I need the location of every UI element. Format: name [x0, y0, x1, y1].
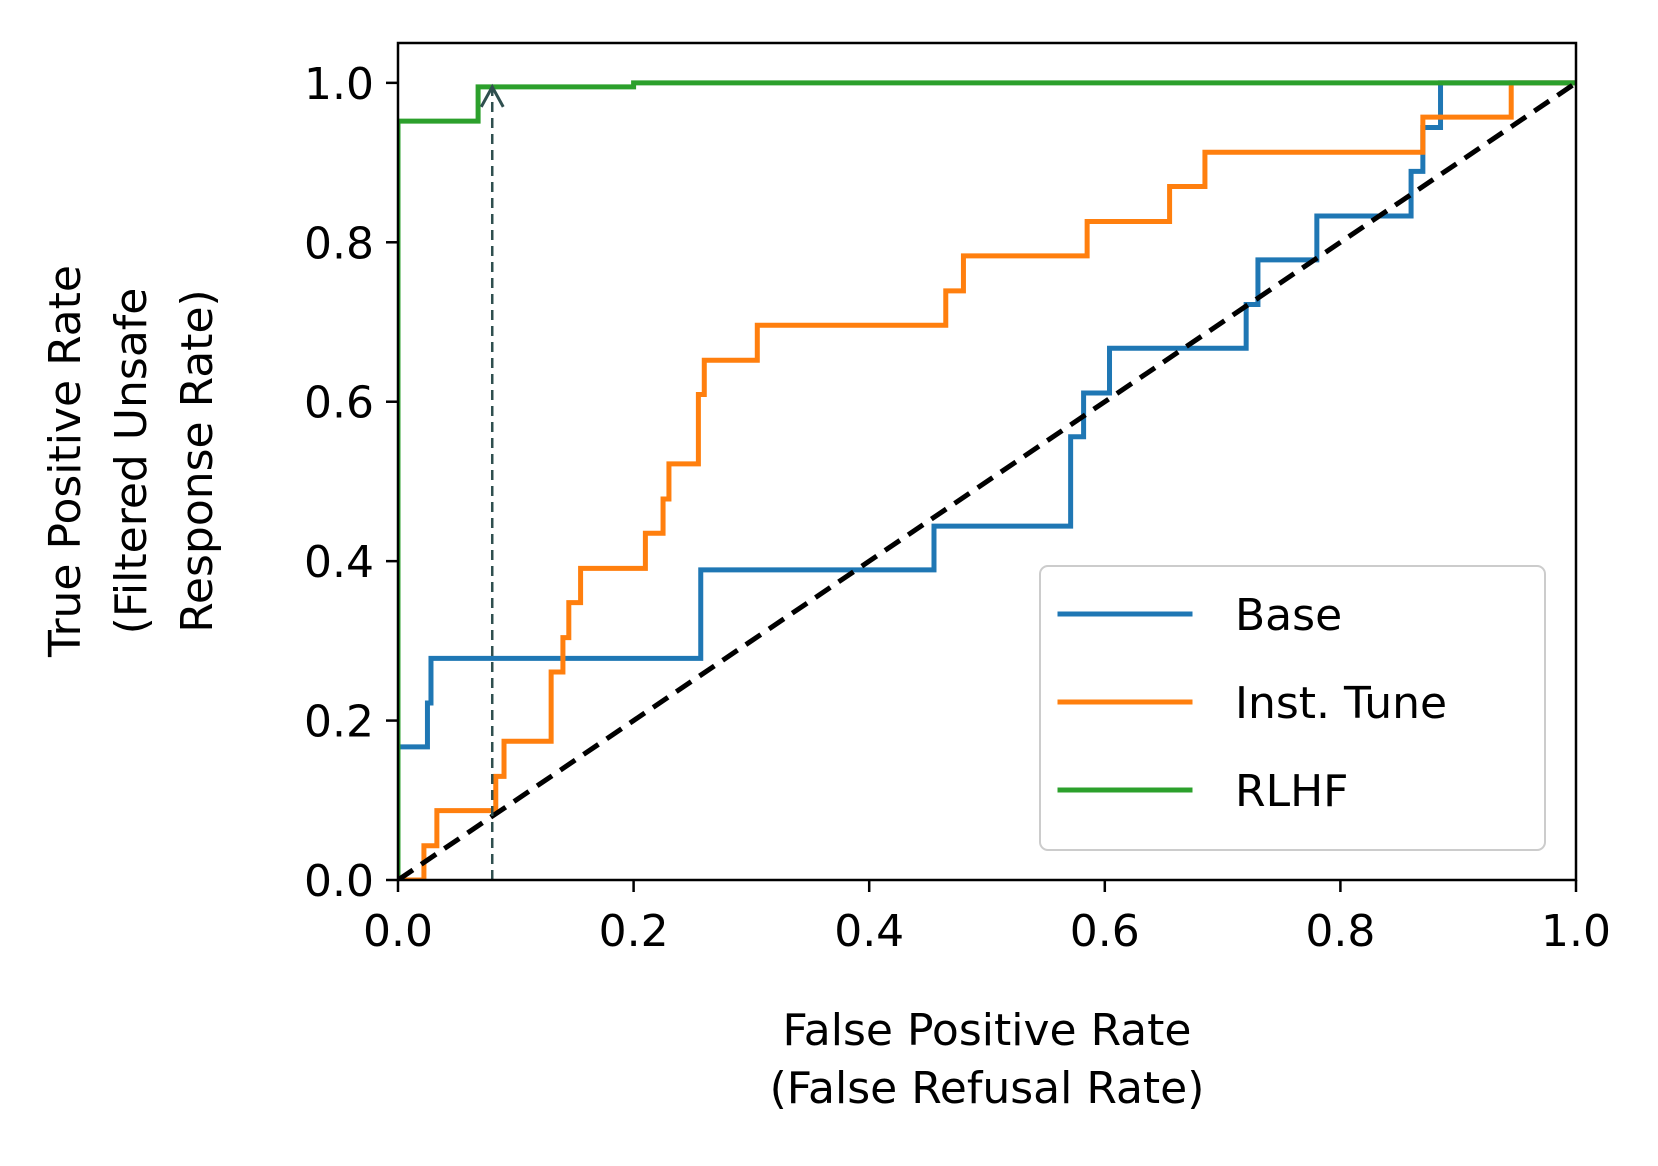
x-tick-label: 1.0	[1541, 906, 1611, 957]
y-tick-label: 0.4	[304, 537, 374, 588]
x-axis-ticks: 0.0 0.2 0.4 0.6 0.8 1.0	[363, 880, 1611, 957]
series-line-rlhf	[398, 80, 1576, 880]
x-tick-label: 0.8	[1305, 906, 1375, 957]
x-tick-label: 0.2	[599, 906, 669, 957]
annotation-layer	[479, 83, 505, 880]
y-tick-label: 0.6	[304, 378, 374, 429]
x-axis-title-line-1: False Positive Rate	[783, 1005, 1192, 1056]
x-axis-title-line-2: (False Refusal Rate)	[770, 1063, 1205, 1114]
legend-box	[1039, 565, 1546, 851]
plot-lines	[398, 80, 1576, 880]
legend-label-base: Base	[1235, 590, 1342, 641]
y-tick-label: 0.0	[304, 856, 374, 907]
y-axis-title-line-1: True Positive Rate	[40, 265, 91, 658]
y-tick-label: 0.2	[304, 697, 374, 748]
y-axis-title-line-3: Response Rate)	[172, 289, 223, 632]
x-tick-label: 0.0	[363, 906, 433, 957]
x-tick-label: 0.6	[1070, 906, 1140, 957]
legend-label-rlhf: RLHF	[1235, 766, 1348, 817]
series-line-base	[398, 80, 1576, 880]
series-line-inst-tune	[398, 80, 1576, 880]
x-tick-label: 0.4	[834, 906, 904, 957]
plot-frame	[396, 41, 1578, 882]
y-tick-label: 1.0	[304, 59, 374, 110]
chance-diagonal-line	[398, 80, 1576, 880]
y-tick-label: 0.8	[304, 218, 374, 269]
y-axis-ticks: 0.0 0.2 0.4 0.6 0.8 1.0	[304, 59, 398, 907]
legend: Base Inst. Tune RLHF	[1039, 565, 1546, 851]
legend-label-inst-tune: Inst. Tune	[1235, 678, 1447, 729]
y-axis-title-line-2: (Filtered Unsafe	[106, 288, 157, 635]
threshold-arrow-head	[479, 83, 505, 108]
